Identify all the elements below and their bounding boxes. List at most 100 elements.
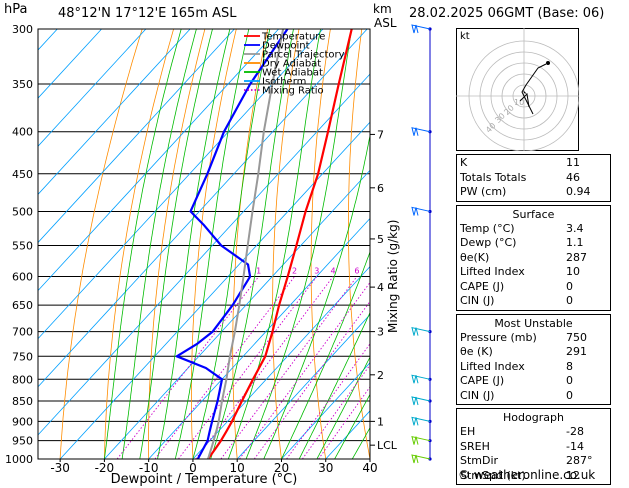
legend-label: Temperature: [261, 32, 325, 43]
hodograph-end-dot: [546, 61, 550, 65]
km-tick-label: LCL: [377, 439, 398, 452]
surface-box: Surface Temp (°C) 3.4 Dewp (°C) 1.1 θe(K) 2…: [456, 204, 611, 311]
mixing-ratio-line: [195, 276, 334, 459]
legend-label: Dry Adiabat: [262, 59, 321, 70]
pressure-tick-label: 400: [12, 126, 33, 139]
wind-barb: [411, 396, 431, 406]
pressure-tick-label: 750: [12, 350, 33, 363]
pressure-tick-label: 550: [12, 239, 33, 252]
mixing-ratio-line: [318, 386, 370, 459]
wet-adiabat-line: [157, 29, 231, 459]
hodograph-trace: [521, 63, 547, 115]
pressure-tick-label: 950: [12, 435, 33, 448]
wind-barb: [411, 416, 431, 426]
mixing-ratio-line: [302, 364, 370, 459]
km-tick-label: 3: [377, 326, 384, 339]
location-title: 48°12'N 17°12'E 165m ASL: [58, 6, 237, 21]
wind-barb: [411, 454, 431, 464]
pressure-tick-label: 800: [12, 373, 33, 386]
isotherm-line: [38, 29, 147, 147]
pressure-tick-label: 300: [12, 23, 33, 36]
mixing-ratio-axis-label: Mixing Ratio (g/kg): [386, 220, 400, 333]
x-tick-label: 20: [274, 461, 289, 475]
isotherm-line: [236, 314, 370, 459]
hodograph-ring-label: 10: [514, 98, 524, 107]
pressure-tick-label: 900: [12, 415, 33, 428]
wet-adiabat-line: [104, 29, 182, 459]
wet-adiabat-line: [281, 250, 370, 459]
x-tick-label: -10: [139, 461, 159, 475]
mixing-ratio-label: 2: [292, 267, 297, 276]
index-row: Totals Totals 46: [460, 170, 580, 184]
surface-row: Temp (°C) 3.4: [460, 221, 584, 235]
pressure-tick-label: 500: [12, 205, 33, 218]
mixing-ratio-label: 6: [354, 267, 359, 276]
x-axis-label: Dewpoint / Temperature (°C): [111, 472, 298, 486]
most-unstable-row: CIN (J) 0: [460, 388, 573, 402]
legend-label: Mixing Ratio: [262, 86, 324, 97]
hodograph-unit-label: kt: [460, 31, 470, 42]
copyright: © weatheronline.co.uk: [458, 468, 596, 482]
wet-adiabat-line: [334, 393, 370, 459]
surface-title: Surface: [512, 207, 555, 221]
isotherm-line: [38, 29, 279, 292]
wet-adiabat-line: [139, 29, 213, 459]
mixing-ratio-label: 16: [414, 267, 424, 276]
km-tick-label: 6: [377, 182, 384, 195]
hodograph-row: EH -28: [460, 425, 584, 438]
km-tick-label: 4: [377, 281, 384, 294]
legend-label: Wet Adiabat: [262, 68, 323, 79]
isotherm-line: [38, 73, 370, 436]
wet-adiabat-line: [174, 29, 250, 459]
surface-row: θe(K) 287: [460, 250, 587, 264]
surface-row: CAPE (J) 0: [460, 279, 573, 293]
wet-adiabat-line: [316, 356, 370, 459]
most-unstable-row: Pressure (mb) 750: [460, 330, 587, 344]
hodograph-row: SREH -14: [460, 439, 584, 453]
mixing-ratio-line: [239, 281, 370, 459]
hodograph-box: Hodograph EH -28 SREH -14 StmDir 287° StmSp…: [456, 408, 611, 485]
pressure-tick-label: 450: [12, 168, 33, 181]
wet-adiabat-line: [192, 29, 271, 459]
x-tick-label: -20: [95, 461, 115, 475]
mixing-ratio-line: [253, 300, 370, 459]
dry-adiabat-line: [347, 29, 370, 459]
mixing-ratio-line: [220, 276, 358, 459]
dry-adiabat-line: [148, 29, 206, 459]
surface-row: CIN (J) 0: [460, 294, 573, 307]
mixing-ratio-label: 8: [372, 267, 377, 276]
most-unstable-row: θe (K) 291: [460, 345, 587, 358]
pressure-tick-label: 850: [12, 395, 33, 408]
wet-adiabat-line: [227, 29, 321, 459]
x-tick-label: 0: [189, 461, 197, 475]
most-unstable-row: Lifted Index 8: [460, 359, 573, 373]
isotherm-line: [38, 29, 324, 340]
most-unstable-row: CAPE (J) 0: [460, 374, 573, 387]
index-row: PW (cm) 0.94: [460, 185, 591, 198]
temperature-line: [207, 29, 353, 459]
parcel-trajectory-line: [207, 29, 285, 459]
isotherm-line: [59, 121, 370, 459]
wind-barb: [411, 374, 431, 384]
dry-adiabat-line: [190, 29, 237, 459]
wet-adiabat-line: [298, 311, 370, 459]
dry-adiabat-line: [613, 29, 629, 459]
datetime-title: 28.02.2025 06GMT (Base: 06): [409, 6, 605, 21]
isotherm-line: [38, 29, 191, 195]
hodograph-row: StmSpd (kt) 12: [460, 468, 580, 482]
mixing-ratio-label: 1: [256, 267, 261, 276]
pressure-tick-label: 650: [12, 299, 33, 312]
wind-barb: [411, 326, 431, 336]
wind-barb: [411, 436, 431, 445]
wind-barb: [411, 206, 431, 216]
x-tick-label: 40: [362, 461, 377, 475]
x-tick-label: -30: [50, 461, 70, 475]
mixing-ratio-label: 3: [314, 267, 319, 276]
hodograph: kt 10 20 30 40: [456, 28, 579, 151]
dry-adiabat-line: [420, 29, 459, 459]
mixing-ratio-label: 4: [331, 267, 336, 276]
km-tick-label: 2: [377, 369, 384, 382]
pressure-tick-label: 600: [12, 271, 33, 284]
most-unstable-title: Most Unstable: [494, 316, 573, 330]
